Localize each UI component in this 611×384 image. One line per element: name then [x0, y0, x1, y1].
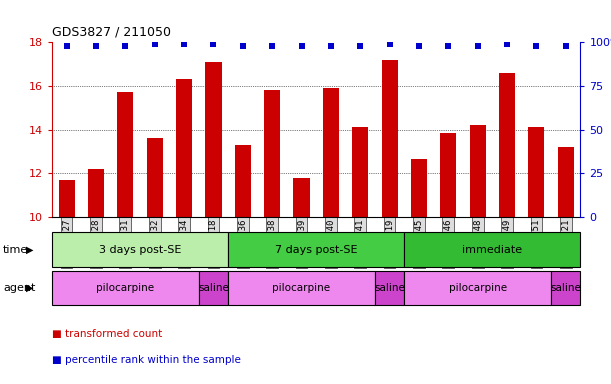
Bar [88, 169, 104, 217]
Text: ▶: ▶ [26, 283, 33, 293]
Text: 7 days post-SE: 7 days post-SE [275, 245, 357, 255]
Text: immediate: immediate [463, 245, 522, 255]
Bar [264, 90, 280, 217]
Bar [529, 127, 544, 217]
Text: ▶: ▶ [26, 245, 33, 255]
Text: agent: agent [3, 283, 35, 293]
Text: ■ percentile rank within the sample: ■ percentile rank within the sample [52, 355, 241, 365]
Text: saline: saline [198, 283, 229, 293]
Bar [52, 271, 199, 305]
Bar [228, 232, 404, 267]
Bar [147, 138, 163, 217]
Bar [228, 271, 375, 305]
Bar [381, 60, 398, 217]
Bar [293, 178, 310, 217]
Bar [52, 232, 228, 267]
Text: pilocarpine: pilocarpine [273, 283, 331, 293]
Text: saline: saline [551, 283, 581, 293]
Bar [59, 180, 75, 217]
Bar [235, 145, 251, 217]
Text: 3 days post-SE: 3 days post-SE [99, 245, 181, 255]
Bar [411, 159, 427, 217]
Bar [551, 271, 580, 305]
Text: saline: saline [374, 283, 405, 293]
Bar [323, 88, 339, 217]
Text: pilocarpine: pilocarpine [448, 283, 507, 293]
Bar [441, 133, 456, 217]
Bar [404, 271, 551, 305]
Bar [558, 147, 574, 217]
Bar [499, 73, 515, 217]
Bar [375, 271, 404, 305]
Bar [205, 62, 222, 217]
Text: time: time [3, 245, 28, 255]
Bar [470, 125, 486, 217]
Text: GDS3827 / 211050: GDS3827 / 211050 [52, 25, 171, 38]
Bar [199, 271, 228, 305]
Text: ■ transformed count: ■ transformed count [52, 329, 162, 339]
Text: pilocarpine: pilocarpine [97, 283, 155, 293]
Bar [117, 93, 133, 217]
Bar [352, 127, 368, 217]
Bar [176, 79, 192, 217]
Bar [404, 232, 580, 267]
